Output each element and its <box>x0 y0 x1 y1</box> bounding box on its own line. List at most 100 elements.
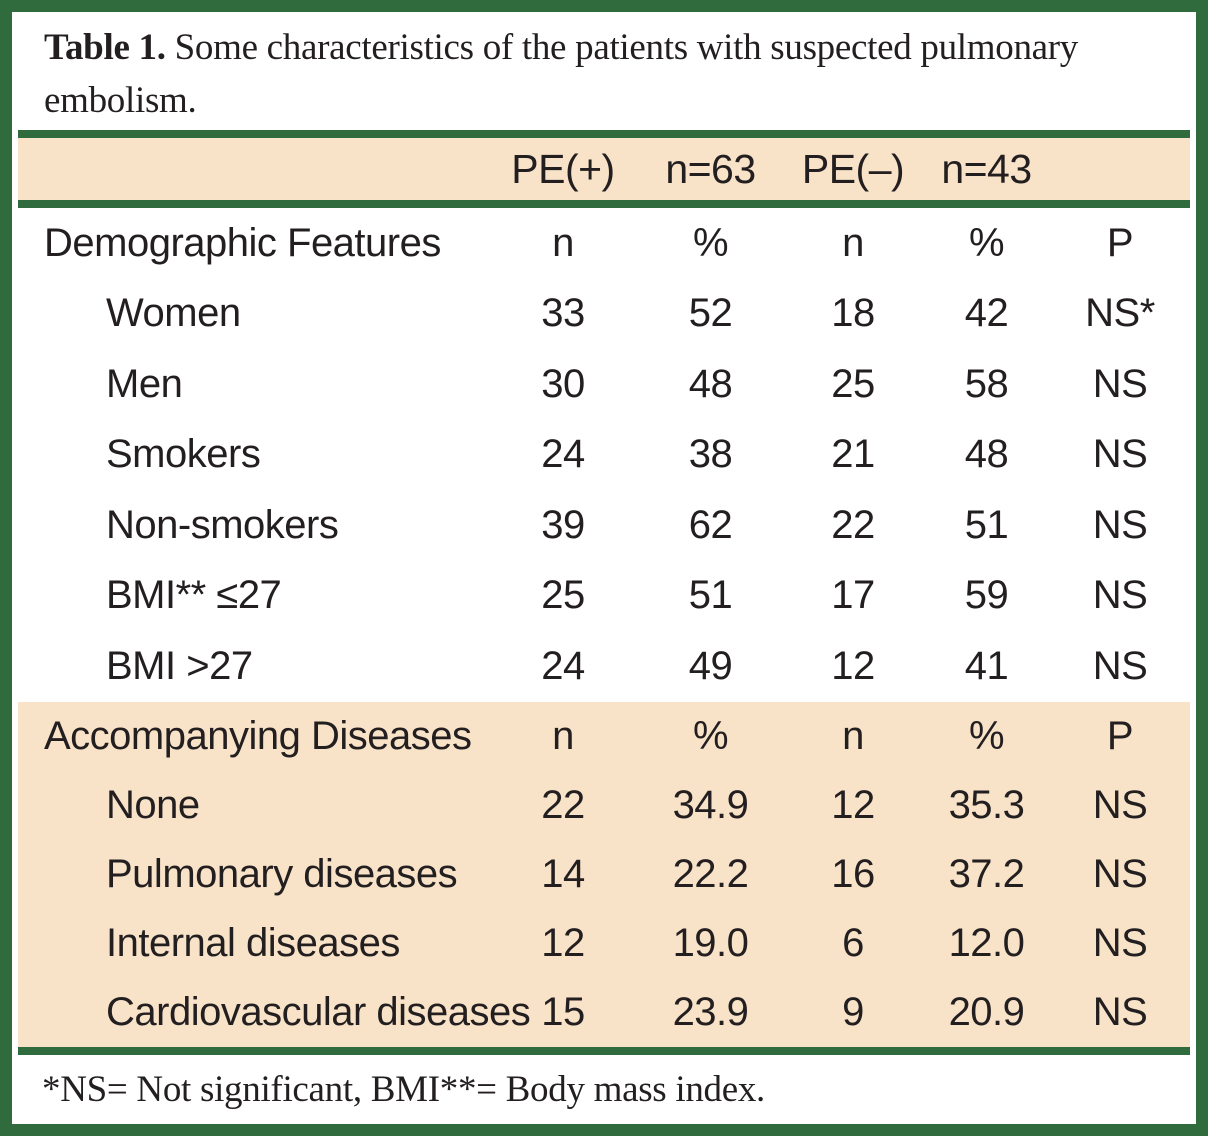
cell: 22 <box>831 502 875 547</box>
cell: 49 <box>688 643 733 688</box>
cell: 24 <box>541 643 585 688</box>
cell: 18 <box>831 291 875 336</box>
cell: 51 <box>688 573 733 618</box>
group-header-band: PE(+) n=63 PE(–) n=43 <box>18 138 1190 200</box>
table-row: Women 33 52 18 42 NS* <box>18 279 1190 350</box>
column-header: n <box>842 713 864 758</box>
row-label: Non-smokers <box>106 502 339 547</box>
cell: 48 <box>964 432 1009 477</box>
group-header-cell <box>18 138 488 200</box>
cell: 25 <box>831 361 875 406</box>
column-header: % <box>968 713 1005 758</box>
cell: 19.0 <box>672 921 749 966</box>
cell: 41 <box>964 643 1009 688</box>
cell: 58 <box>964 361 1009 406</box>
cell: NS <box>1092 782 1148 827</box>
column-header: n <box>552 220 574 265</box>
row-label: None <box>106 782 200 827</box>
group-header-cell-pe-positive: PE(+) <box>511 145 615 192</box>
cell: 39 <box>541 502 585 547</box>
table-caption-text: Some characteristics of the patients wit… <box>44 27 1078 121</box>
cell: 62 <box>688 502 733 547</box>
column-header: n <box>552 713 574 758</box>
row-label: Internal diseases <box>106 921 400 966</box>
accompanying-diseases-band: Accompanying Diseases n % n % P None 22 … <box>18 701 1190 1048</box>
table-caption: Table 1. Some characteristics of the pat… <box>18 12 1190 130</box>
column-header: P <box>1106 713 1134 758</box>
row-label: Cardiovascular diseases <box>106 990 531 1035</box>
cell: NS <box>1092 432 1148 477</box>
cell: 12.0 <box>948 921 1025 966</box>
table-row: Smokers 24 38 21 48 NS <box>18 420 1190 491</box>
divider-header <box>18 200 1190 208</box>
column-header: % <box>692 220 729 265</box>
row-label: Pulmonary diseases <box>106 851 458 896</box>
cell: 34.9 <box>672 782 749 827</box>
cell: 51 <box>964 502 1009 547</box>
cell: NS <box>1092 921 1148 966</box>
cell: NS* <box>1085 291 1155 336</box>
group-header-cell <box>1050 138 1190 200</box>
cell: 23.9 <box>672 990 749 1035</box>
row-label: Women <box>106 291 241 336</box>
cell: 24 <box>541 432 585 477</box>
divider-bottom <box>18 1047 1190 1056</box>
section-title: Accompanying Diseases <box>44 713 472 758</box>
cell: 9 <box>842 990 864 1035</box>
cell: NS <box>1092 502 1148 547</box>
cell: 6 <box>842 921 864 966</box>
group-header-cell-n43: n=43 <box>941 145 1032 192</box>
cell: 12 <box>831 782 875 827</box>
group-header-cell-n63: n=63 <box>665 145 756 192</box>
cell: NS <box>1092 643 1148 688</box>
cell: 14 <box>541 851 585 896</box>
cell: 12 <box>541 921 585 966</box>
group-header-table: PE(+) n=63 PE(–) n=43 <box>18 138 1190 200</box>
cell: 42 <box>964 291 1009 336</box>
cell: NS <box>1092 361 1148 406</box>
table-row: None 22 34.9 12 35.3 NS <box>18 771 1190 840</box>
section-header-row: Demographic Features n % n % P <box>18 208 1190 279</box>
divider-top <box>18 130 1190 138</box>
demographic-features-table: Demographic Features n % n % P Women 33 … <box>18 208 1190 702</box>
table-row: Men 30 48 25 58 NS <box>18 349 1190 420</box>
group-header-cell-pe-negative: PE(–) <box>801 145 905 192</box>
section-title: Demographic Features <box>44 220 441 265</box>
group-header-row: PE(+) n=63 PE(–) n=43 <box>18 138 1190 200</box>
row-label: BMI** ≤27 <box>106 573 282 618</box>
row-label: Smokers <box>106 432 261 477</box>
table-footnote: *NS= Not significant, BMI**= Body mass i… <box>42 1068 765 1110</box>
table-row: BMI** ≤27 25 51 17 59 NS <box>18 561 1190 632</box>
cell: 25 <box>541 573 585 618</box>
cell: 21 <box>831 432 875 477</box>
accompanying-diseases-table: Accompanying Diseases n % n % P None 22 … <box>18 702 1190 1048</box>
column-header: n <box>842 220 864 265</box>
cell: 22 <box>541 782 585 827</box>
cell: NS <box>1092 851 1148 896</box>
cell: 59 <box>964 573 1009 618</box>
cell: 48 <box>688 361 733 406</box>
table-row: Pulmonary diseases 14 22.2 16 37.2 NS <box>18 840 1190 909</box>
table-row: Internal diseases 12 19.0 6 12.0 NS <box>18 909 1190 978</box>
cell: NS <box>1092 990 1148 1035</box>
row-label: Men <box>106 361 183 406</box>
cell: 22.2 <box>672 851 749 896</box>
cell: 15 <box>541 990 585 1035</box>
section-header-row: Accompanying Diseases n % n % P <box>18 702 1190 771</box>
table-row: Cardiovascular diseases 15 23.9 9 20.9 N… <box>18 978 1190 1047</box>
table-row: BMI >27 24 49 12 41 NS <box>18 631 1190 702</box>
cell: 35.3 <box>948 782 1025 827</box>
cell: 37.2 <box>948 851 1025 896</box>
column-header: % <box>968 220 1005 265</box>
cell: 17 <box>831 573 875 618</box>
cell: NS <box>1092 573 1148 618</box>
cell: 20.9 <box>948 990 1025 1035</box>
cell: 38 <box>688 432 733 477</box>
row-label: BMI >27 <box>106 643 253 688</box>
column-header: % <box>692 713 729 758</box>
table-caption-number: Table 1. <box>44 27 166 68</box>
table-row: Non-smokers 39 62 22 51 NS <box>18 490 1190 561</box>
cell: 12 <box>831 643 875 688</box>
column-header: P <box>1106 220 1134 265</box>
